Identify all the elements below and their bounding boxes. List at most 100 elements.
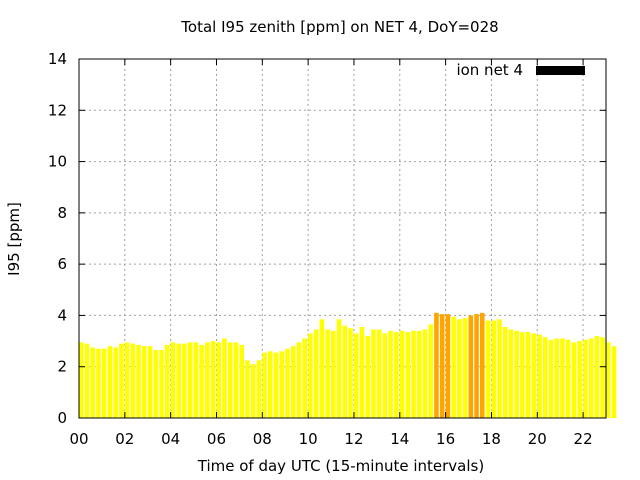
bar — [577, 341, 582, 418]
x-tick-label: 02 — [115, 430, 134, 448]
bar — [227, 342, 233, 418]
bar — [554, 338, 560, 418]
bar — [159, 350, 164, 418]
bar — [285, 348, 290, 418]
bar — [290, 346, 296, 418]
tick-marks — [78, 58, 606, 419]
bar — [411, 330, 416, 418]
x-tick-label: 18 — [482, 430, 501, 448]
bar — [279, 351, 285, 418]
bar — [382, 333, 388, 418]
legend-label: ion net 4 — [456, 61, 523, 79]
bar — [353, 333, 359, 418]
bar — [600, 337, 605, 418]
bar — [399, 330, 405, 418]
x-tick-label: 08 — [253, 430, 272, 448]
y-tick-label: 6 — [57, 255, 67, 273]
bar — [348, 328, 353, 418]
bar — [548, 339, 554, 418]
bar — [434, 312, 439, 418]
bar — [164, 344, 170, 418]
bar — [187, 342, 193, 418]
bar — [468, 315, 474, 418]
bar — [376, 329, 382, 418]
bar — [606, 342, 611, 418]
y-tick-label: 10 — [48, 153, 67, 171]
bar — [113, 347, 118, 418]
bar — [199, 344, 204, 418]
bar — [193, 342, 199, 418]
bar — [416, 330, 422, 418]
bar — [84, 343, 90, 418]
bar — [308, 333, 313, 418]
bar — [331, 330, 336, 418]
bar — [371, 329, 376, 418]
bar — [342, 325, 348, 418]
bar — [153, 350, 159, 418]
y-tick-label: 12 — [48, 101, 67, 119]
bar — [611, 346, 617, 418]
x-tick-label: 06 — [207, 430, 226, 448]
bar — [90, 347, 96, 418]
bar — [239, 344, 244, 418]
bar — [491, 320, 497, 418]
x-tick-label: 22 — [574, 430, 593, 448]
bar — [336, 319, 342, 418]
bar — [525, 332, 531, 418]
bar — [245, 360, 250, 418]
bar — [565, 339, 571, 418]
bar — [474, 314, 479, 418]
bar — [319, 319, 325, 418]
x-tick-label: 14 — [390, 430, 409, 448]
bar — [182, 343, 187, 418]
bar — [222, 338, 227, 418]
bar — [313, 329, 319, 418]
bar — [537, 334, 542, 418]
y-axis-label: I95 [ppm] — [5, 202, 23, 276]
bar — [560, 338, 565, 418]
bar — [542, 337, 548, 418]
bar — [273, 352, 279, 418]
bar — [136, 344, 141, 418]
plot-frame — [78, 58, 607, 419]
bar — [176, 343, 181, 418]
y-tick-label: 4 — [57, 306, 67, 324]
bar — [250, 364, 256, 418]
bar — [124, 342, 130, 418]
bar — [428, 324, 434, 418]
x-tick-label: 04 — [161, 430, 180, 448]
bar — [96, 348, 101, 418]
bar — [388, 330, 393, 418]
bar-series — [79, 312, 617, 418]
x-tick-label: 00 — [69, 430, 88, 448]
bar — [394, 332, 399, 418]
bar — [502, 326, 508, 418]
y-tick-label: 8 — [57, 204, 67, 222]
x-tick-label: 16 — [436, 430, 455, 448]
bar — [79, 342, 84, 418]
bar — [588, 338, 594, 418]
bar — [142, 346, 147, 418]
y-tick-label: 2 — [57, 358, 67, 376]
bar — [531, 333, 537, 418]
bar — [268, 351, 273, 418]
bar — [107, 346, 113, 418]
x-tick-label: 10 — [299, 430, 318, 448]
bar — [479, 312, 485, 418]
bar — [497, 319, 502, 418]
legend: ion net 4 — [456, 61, 585, 79]
bar — [571, 342, 577, 418]
bar — [445, 314, 451, 418]
y-tick-label: 14 — [48, 50, 67, 68]
bar — [210, 341, 216, 418]
y-tick-labels: 0 2 4 6 8 10 12 14 — [48, 50, 67, 427]
bar — [594, 335, 600, 418]
x-tick-label: 20 — [528, 430, 547, 448]
bar — [451, 316, 456, 418]
bar — [520, 332, 525, 418]
bar — [130, 343, 136, 418]
bar — [233, 342, 239, 418]
bar — [583, 339, 588, 418]
chart-title: Total I95 zenith [ppm] on NET 4, DoY=028 — [180, 18, 498, 36]
